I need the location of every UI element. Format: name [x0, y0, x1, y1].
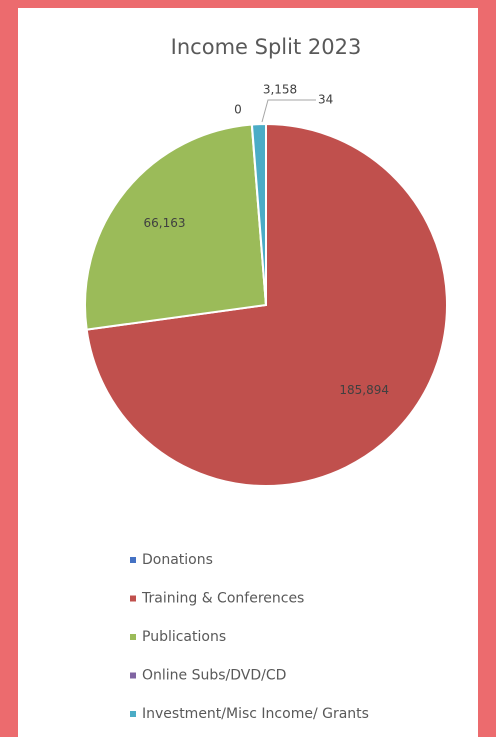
pie-slice — [250, 122, 267, 306]
legend-swatch — [130, 711, 136, 717]
data-label: 66,163 — [143, 216, 185, 230]
data-label: 34 — [318, 93, 333, 107]
legend-swatch — [130, 672, 136, 679]
legend-swatch — [130, 595, 136, 602]
legend-label: Online Subs/DVD/CD — [142, 668, 286, 684]
pie-slice — [84, 123, 268, 331]
legend-label: Publications — [142, 629, 226, 645]
legend-swatch — [130, 557, 136, 563]
data-label: 3,158 — [263, 83, 297, 97]
data-label: 185,894 — [339, 383, 389, 397]
legend-label: Training & Conferences — [141, 591, 304, 607]
legend-label: Donations — [142, 552, 213, 568]
leader-line — [261, 99, 316, 123]
chart-title: Income Split 2023 — [171, 35, 362, 59]
data-label: 0 — [234, 103, 242, 117]
legend-swatch — [130, 634, 136, 640]
legend-label: Investment/Misc Income/ Grants — [142, 706, 369, 722]
